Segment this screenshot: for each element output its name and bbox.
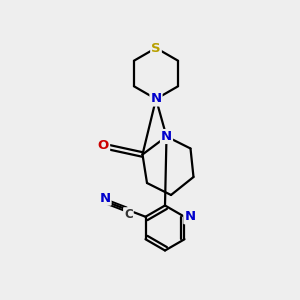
Text: C: C — [124, 208, 133, 221]
Text: S: S — [151, 41, 161, 55]
Text: O: O — [98, 139, 109, 152]
Text: N: N — [100, 192, 111, 205]
Text: N: N — [161, 130, 172, 143]
Text: N: N — [150, 92, 162, 106]
Text: N: N — [184, 210, 195, 223]
